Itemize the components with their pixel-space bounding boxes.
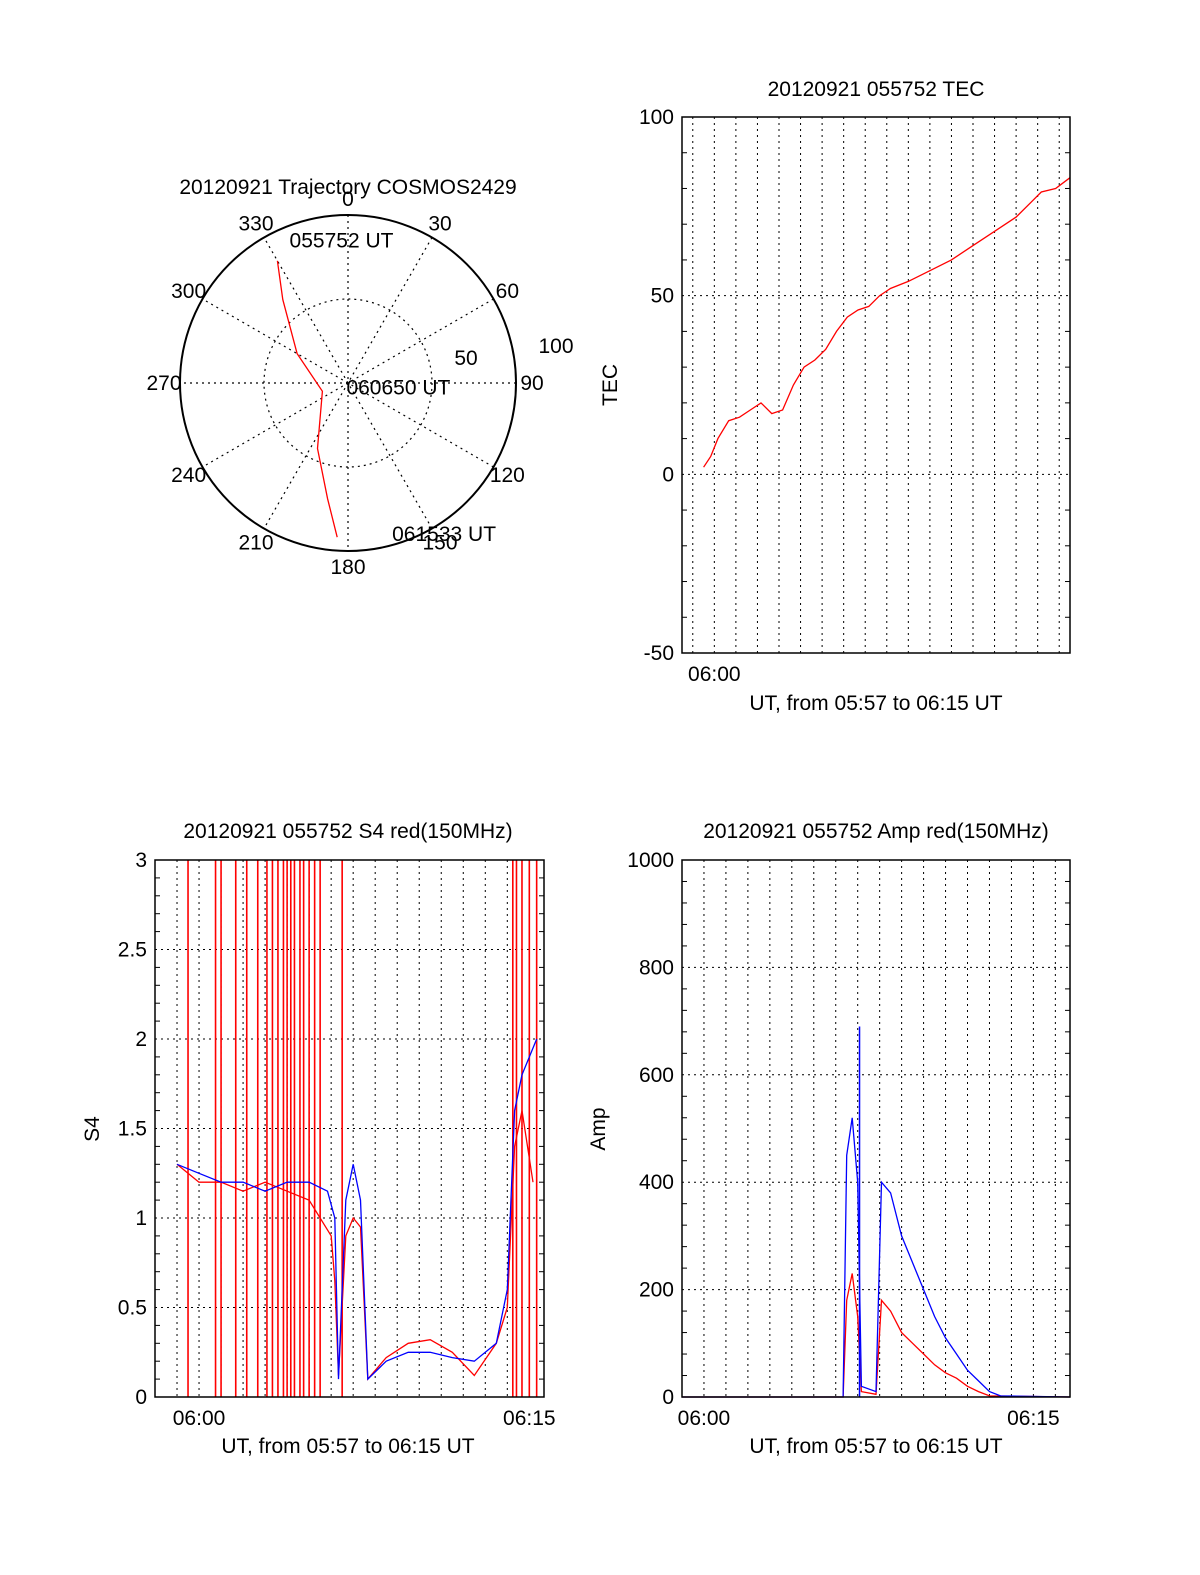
trajectory-path (276, 260, 338, 538)
y-tick-label: 1 (135, 1207, 147, 1230)
s4-xlabel: UT, from 05:57 to 06:15 UT (221, 1435, 474, 1458)
amp-xlabel: UT, from 05:57 to 06:15 UT (749, 1435, 1002, 1458)
y-tick-label: 1.5 (118, 1118, 147, 1141)
series-line (682, 1273, 1071, 1398)
polar-grid (179, 214, 517, 552)
y-tick-label: 800 (639, 956, 674, 979)
x-tick-label: 06:15 (503, 1407, 556, 1430)
y-tick-label: 0.5 (118, 1297, 147, 1320)
polar-spoke (263, 237, 433, 529)
trajectory-line (276, 260, 338, 538)
x-tick-label: 06:00 (688, 663, 741, 686)
s4-title: 20120921 055752 S4 red(150MHz) (183, 820, 512, 843)
polar-angle-tick: 300 (171, 280, 206, 303)
polar-angle-tick: 30 (428, 213, 451, 236)
tec-ylabel: TEC (599, 364, 622, 406)
plot-frame (681, 116, 1071, 654)
amp-title: 20120921 055752 Amp red(150MHz) (703, 820, 1049, 843)
polar-angle-tick: 60 (496, 280, 519, 303)
series-line (703, 177, 1071, 468)
y-tick-label: 2 (135, 1028, 147, 1051)
tec-panel: 20120921 055752 TEC -50 0 50 100 06:00 UT, f… (599, 78, 1071, 715)
tec-plot-area: -50 0 50 100 06:00 (639, 106, 1071, 686)
y-tick-label: 1000 (627, 849, 674, 872)
polar-radial-tick: 50 (454, 347, 477, 370)
x-tick-label: 06:00 (678, 1407, 731, 1430)
plot-frame (681, 859, 1071, 1398)
x-tick-label: 06:15 (1007, 1407, 1060, 1430)
s4-ylabel: S4 (81, 1116, 104, 1142)
trajectory-annotations: 055752 UT 060650 UT 061533 UT (290, 230, 497, 546)
polar-angle-tick: 210 (238, 531, 273, 554)
polar-angle-tick: 180 (330, 556, 365, 579)
trajectory-time-label: 061533 UT (392, 523, 496, 546)
y-tick-label: 50 (651, 285, 674, 308)
amp-plot-area: 0 200 400 600 800 1000 06:00 06:15 (627, 849, 1071, 1430)
series-line (682, 1117, 1071, 1398)
tec-xlabel: UT, from 05:57 to 06:15 UT (749, 692, 1002, 715)
polar-angle-tick: 90 (520, 372, 543, 395)
trajectory-panel: 20120921 Trajectory COSMOS2429 0 30 60 90 12… (146, 176, 573, 579)
y-tick-label: 100 (639, 106, 674, 129)
polar-tick-labels: 0 30 60 90 120 150 180 210 240 270 300 330 (146, 188, 543, 579)
polar-angle-tick: 150 (422, 531, 457, 554)
plot-frame (154, 859, 545, 1398)
amp-panel: 20120921 055752 Amp red(150MHz) 0 200 400 6… (587, 820, 1071, 1458)
series-line (176, 1110, 534, 1381)
y-tick-label: 200 (639, 1279, 674, 1302)
s4-plot-area: 0 0.5 1 1.5 2 2.5 3 06:00 06:15 (118, 849, 556, 1430)
y-tick-label: 0 (135, 1386, 147, 1409)
y-tick-label: 0 (662, 463, 674, 486)
polar-radial-tick: 100 (538, 335, 573, 358)
trajectory-time-label: 060650 UT (346, 376, 450, 399)
series-line (176, 1038, 538, 1381)
polar-angle-tick: 120 (490, 464, 525, 487)
polar-angle-tick: 240 (171, 464, 206, 487)
y-tick-label: 2.5 (118, 939, 147, 962)
y-tick-label: 600 (639, 1064, 674, 1087)
polar-angle-tick: 330 (238, 213, 273, 236)
polar-angle-tick: 270 (146, 372, 181, 395)
trajectory-time-label: 055752 UT (290, 230, 394, 253)
trajectory-title: 20120921 Trajectory COSMOS2429 (179, 176, 516, 199)
polar-radial-tick-labels: 50 100 (454, 335, 573, 370)
y-tick-label: 0 (662, 1386, 674, 1409)
tec-title: 20120921 055752 TEC (768, 78, 985, 101)
y-tick-label: 3 (135, 849, 147, 872)
polar-angle-tick: 0 (342, 188, 354, 211)
y-tick-label: -50 (644, 642, 674, 665)
y-tick-label: 400 (639, 1171, 674, 1194)
s4-panel: 20120921 055752 S4 red(150MHz) 0 0.5 1 1.5 2… (81, 820, 556, 1458)
x-tick-label: 06:00 (173, 1407, 226, 1430)
amp-ylabel: Amp (587, 1107, 610, 1150)
